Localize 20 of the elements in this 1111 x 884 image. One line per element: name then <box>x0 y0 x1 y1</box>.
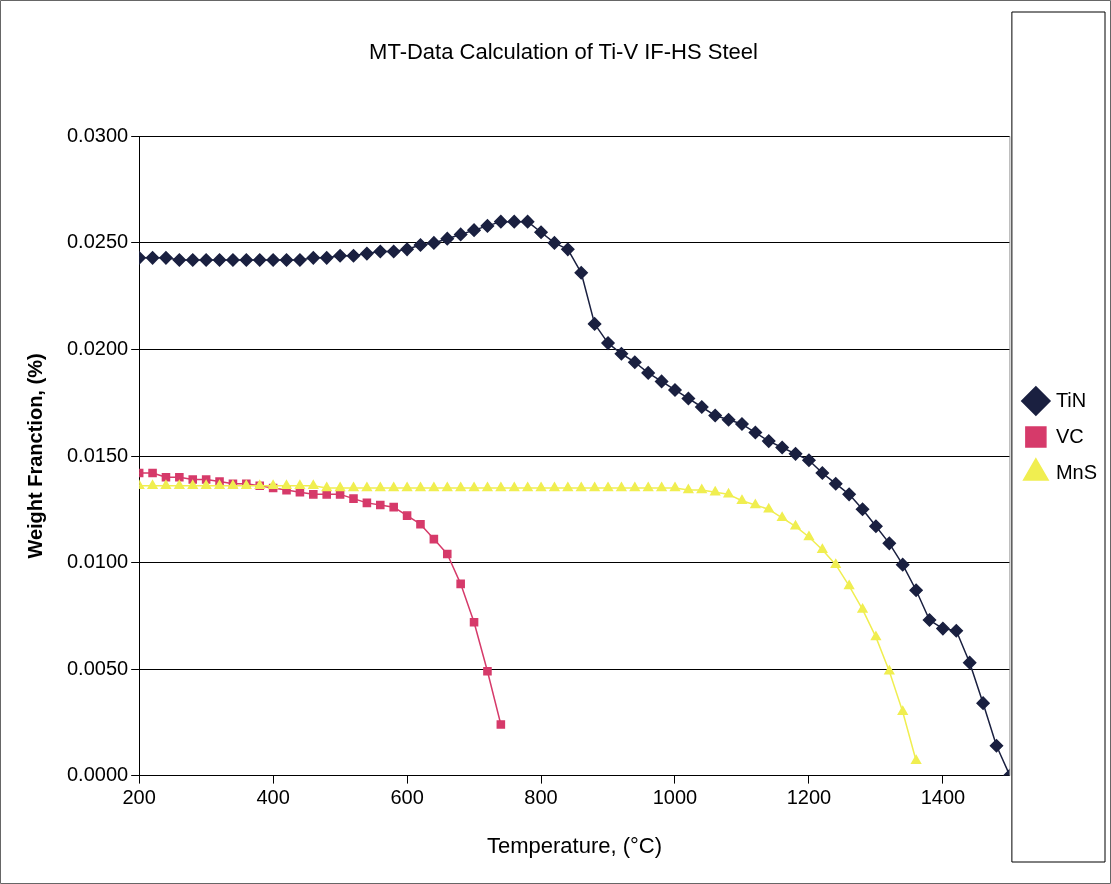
legend-label: TiN <box>1055 388 1087 411</box>
y-tick-label: 0.0150 <box>67 443 129 466</box>
y-tick-label: 0.0250 <box>67 230 129 253</box>
chart-title: MT-Data Calculation of Ti-V IF-HS Steel <box>369 39 758 65</box>
x-tick-label: 200 <box>122 786 156 809</box>
x-tick-label: 1000 <box>652 786 698 809</box>
x-tick-label: 800 <box>524 786 558 809</box>
y-tick-label: 0.0000 <box>67 763 129 786</box>
x-tick-label: 400 <box>256 786 290 809</box>
x-axis-title: Temperature, (°C) <box>486 832 663 858</box>
legend-label: MnS <box>1055 460 1097 483</box>
y-tick-label: 0.0100 <box>67 550 129 573</box>
y-tick-label: 0.0300 <box>67 123 129 146</box>
y-tick-label: 0.0200 <box>67 336 129 359</box>
legend-label: VC <box>1055 424 1084 447</box>
y-tick-label: 0.0050 <box>67 656 129 679</box>
x-tick-label: 1200 <box>786 786 832 809</box>
y-axis-title: Weight Franction, (%) <box>23 353 46 559</box>
x-tick-label: 1400 <box>920 786 966 809</box>
x-tick-label: 600 <box>390 786 424 809</box>
